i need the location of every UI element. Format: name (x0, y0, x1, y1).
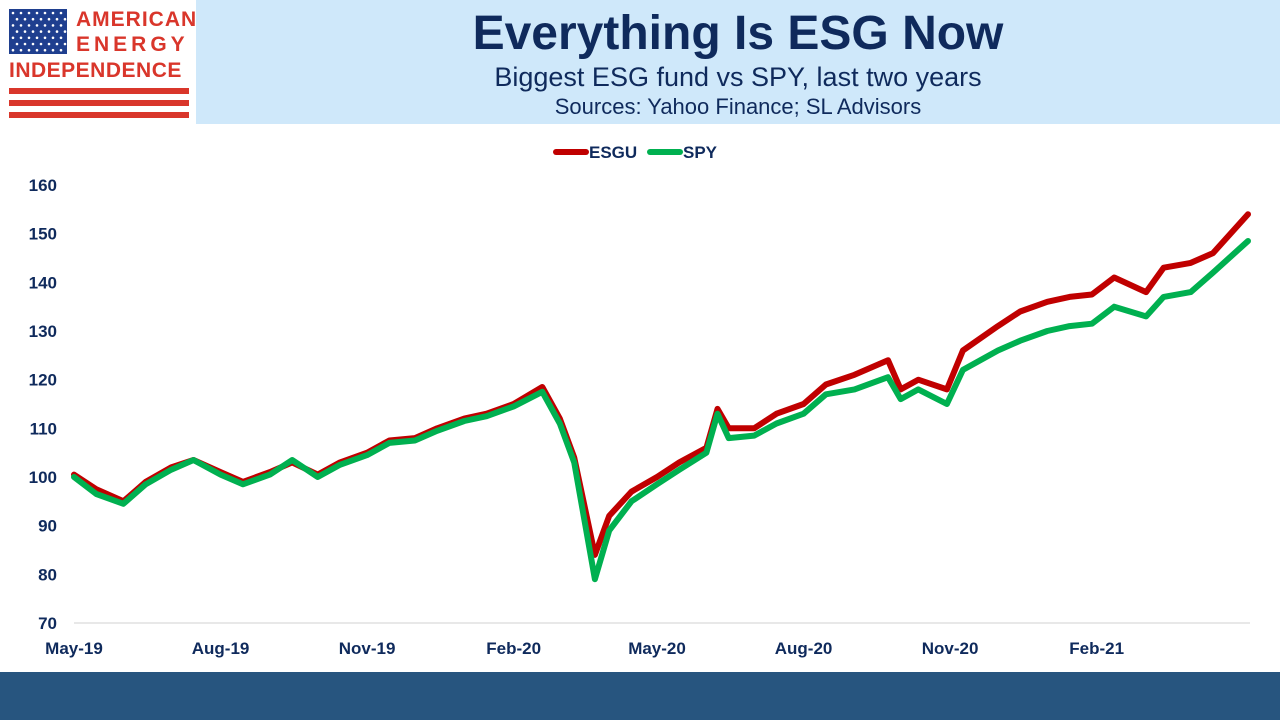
x-tick-label: Aug-20 (775, 639, 833, 658)
x-tick-label: May-19 (45, 639, 103, 658)
series-line-spy (71, 238, 1251, 583)
page-subtitle: Biggest ESG fund vs SPY, last two years (494, 62, 982, 92)
x-tick-label: Aug-19 (192, 639, 250, 658)
us-flag-icon (9, 9, 67, 54)
logo-word-independence: INDEPENDENCE (9, 59, 182, 82)
x-tick-label: Feb-21 (1069, 639, 1124, 658)
y-tick-label: 160 (29, 176, 57, 195)
y-axis-ticks: 70 80 90 100 110 120 130 140 150 160 (29, 176, 57, 633)
logo-stripe (9, 112, 189, 118)
chart-legend: ESGU SPY (553, 143, 718, 162)
y-tick-label: 80 (38, 565, 57, 584)
x-tick-label: Nov-19 (339, 639, 396, 658)
x-axis-ticks: May-19 Aug-19 Nov-19 Feb-20 May-20 Aug-20 Nov-… (45, 639, 1124, 658)
line-chart: ESGU SPY 70 80 90 100 110 120 130 140 150 160 May… (29, 143, 1251, 658)
x-tick-label: May-20 (628, 639, 686, 658)
x-tick-label: Feb-20 (486, 639, 541, 658)
y-tick-label: 140 (29, 273, 57, 292)
legend-label-spy: SPY (683, 143, 718, 162)
page-title: Everything Is ESG Now (472, 7, 1004, 60)
logo-stripe (9, 100, 189, 106)
y-tick-label: 100 (29, 468, 57, 487)
logo-word-energy: ENERGY (76, 33, 189, 56)
logo-word-american: AMERICAN (76, 8, 198, 31)
y-tick-label: 120 (29, 371, 57, 390)
sources-note: Sources: Yahoo Finance; SL Advisors (554, 94, 922, 119)
y-tick-label: 70 (38, 614, 57, 633)
series-line-esgu (71, 211, 1251, 558)
y-tick-label: 130 (29, 322, 57, 341)
legend-label-esgu: ESGU (589, 143, 637, 162)
series-layer (71, 211, 1251, 583)
logo-stripe (9, 88, 189, 94)
header-band (0, 0, 1280, 124)
y-tick-label: 90 (38, 517, 57, 536)
y-tick-label: 150 (29, 225, 57, 244)
y-tick-label: 110 (30, 419, 57, 438)
title-block: Everything Is ESG Now Biggest ESG fund v… (196, 0, 1280, 124)
x-tick-label: Nov-20 (922, 639, 979, 658)
footer-band (0, 672, 1280, 720)
logo: AMERICAN ENERGY INDEPENDENCE (0, 0, 196, 124)
